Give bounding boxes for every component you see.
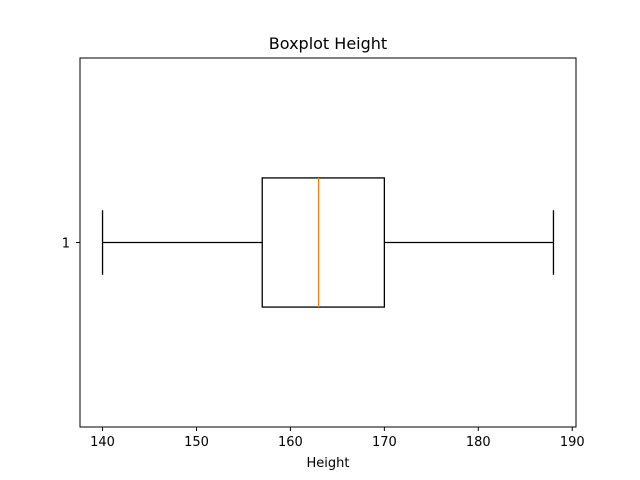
x-tick-label: 140 <box>90 435 115 450</box>
chart-title: Boxplot Height <box>269 34 387 53</box>
y-axis: 1 <box>62 237 80 252</box>
x-tick-label: 190 <box>560 435 585 450</box>
iqr-box <box>261 177 386 308</box>
x-tick-label: 170 <box>372 435 397 450</box>
box-marks <box>101 177 555 308</box>
x-tick-label: 150 <box>184 435 209 450</box>
x-tick-label: 160 <box>278 435 303 450</box>
x-tick-label: 180 <box>466 435 491 450</box>
x-axis-label: Height <box>307 456 350 471</box>
x-axis: 140 150 160 170 180 190 <box>90 427 585 450</box>
y-tick-label: 1 <box>62 237 70 252</box>
